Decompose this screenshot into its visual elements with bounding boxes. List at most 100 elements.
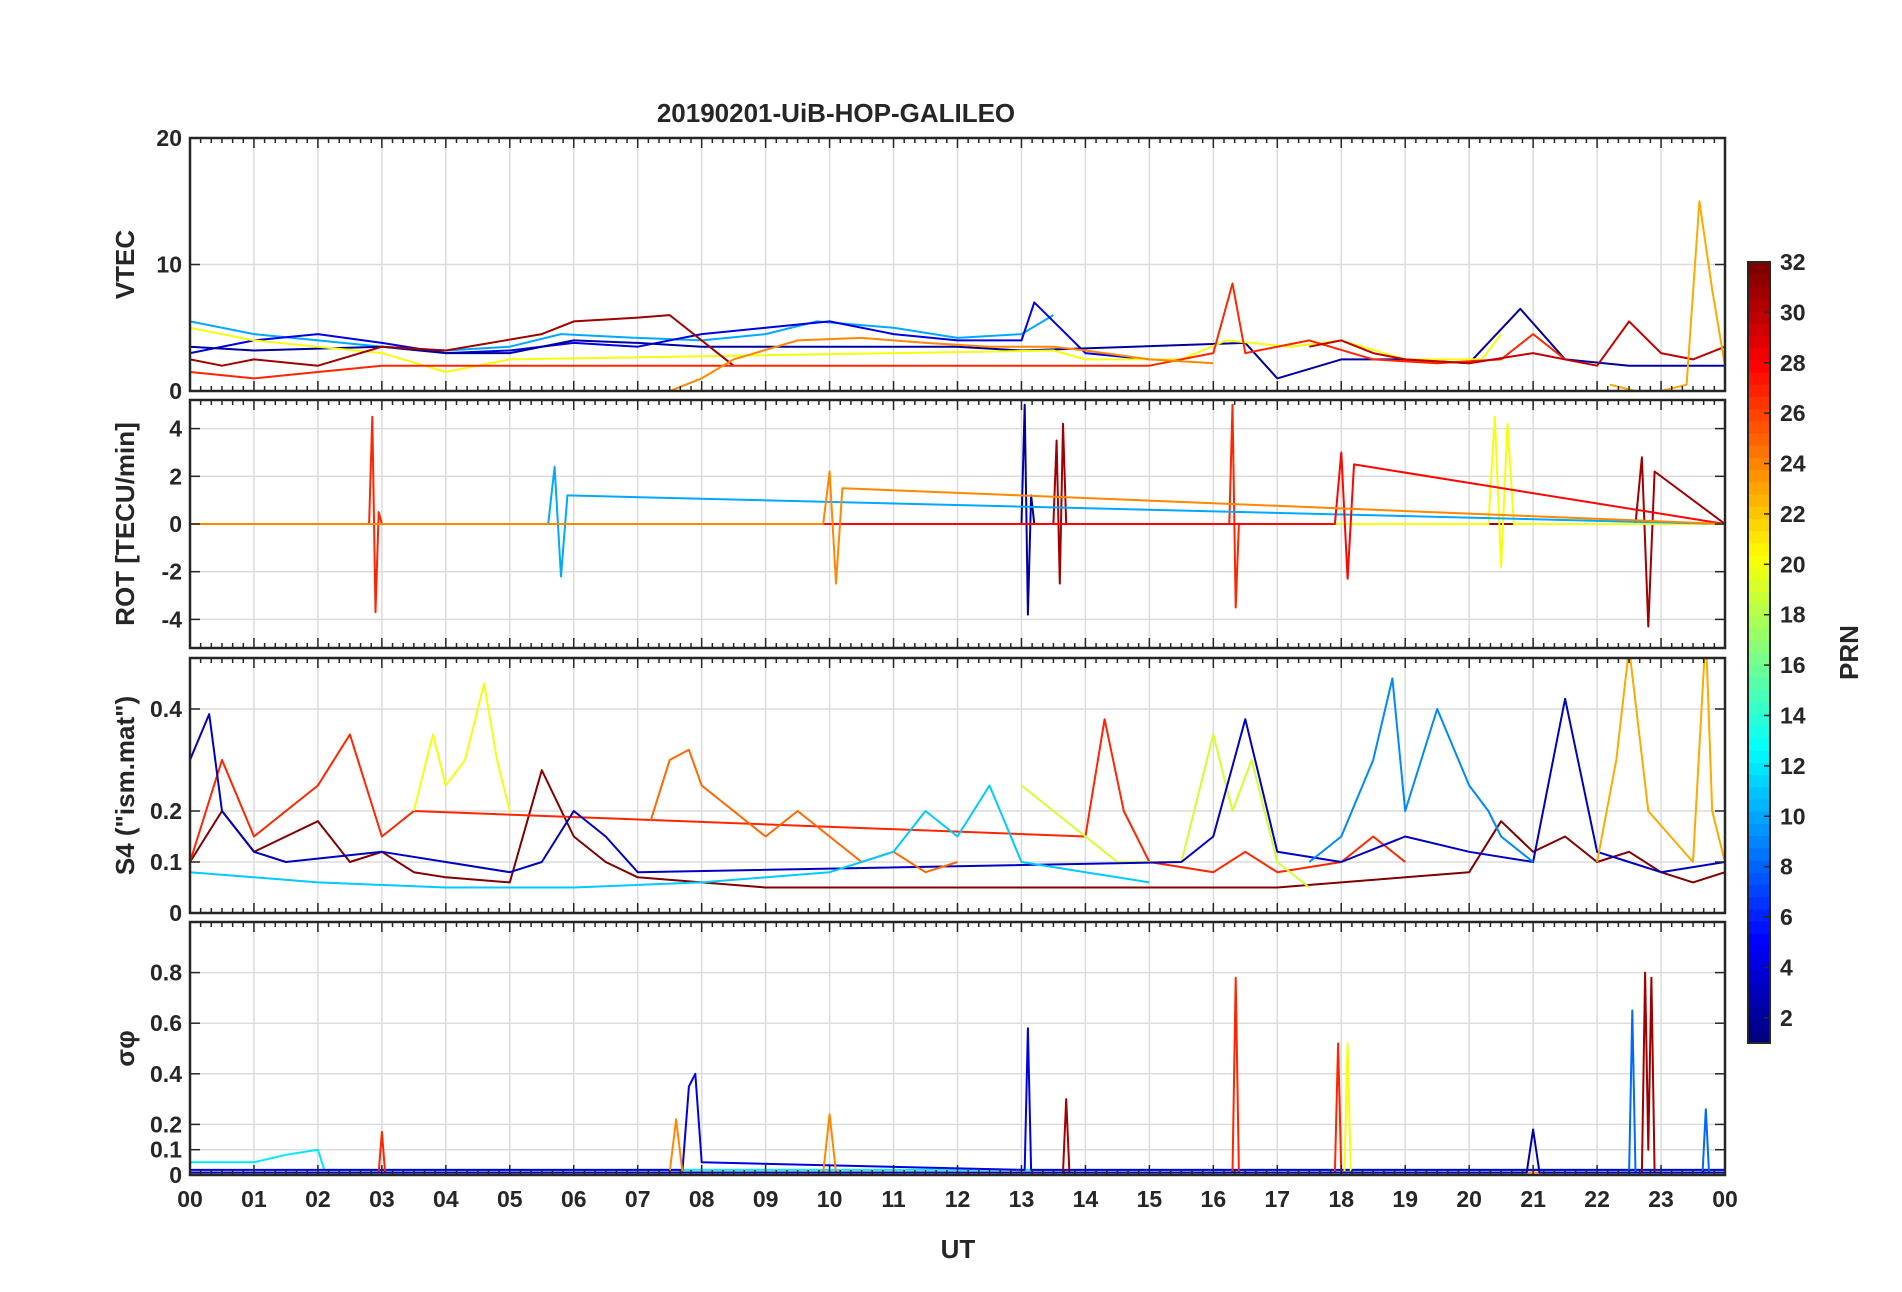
colorbar-segment bbox=[1748, 286, 1770, 300]
chart-title: 20190201-UiB-HOP-GALILEO bbox=[657, 98, 1015, 128]
colorbar-tick-label: 2 bbox=[1780, 1005, 1793, 1031]
colorbar-segment bbox=[1748, 628, 1770, 641]
y-tick-label: 10 bbox=[156, 252, 182, 278]
panel-0: 0 10 20 VTEC bbox=[110, 125, 1727, 404]
series-line-prn-27 bbox=[190, 976, 1725, 1174]
y-axis-label: σφ bbox=[110, 1030, 140, 1066]
x-tick-label: 16 bbox=[1201, 1186, 1227, 1212]
colorbar-segment bbox=[1748, 396, 1770, 410]
colorbar-segment bbox=[1748, 554, 1770, 568]
colorbar-segment bbox=[1748, 994, 1770, 1007]
colorbar-tick-label: 4 bbox=[1780, 954, 1793, 980]
colorbar-tick-label: 6 bbox=[1780, 904, 1793, 930]
colorbar-segment bbox=[1748, 945, 1770, 959]
colorbar-tick-label: 18 bbox=[1780, 602, 1806, 628]
series-line-prn-9 bbox=[1308, 677, 1534, 863]
series-group bbox=[190, 200, 1725, 391]
colorbar-label: PRN bbox=[1834, 625, 1864, 680]
colorbar-segment bbox=[1748, 786, 1770, 800]
colorbar-tick-label: 28 bbox=[1780, 350, 1806, 376]
colorbar-segment bbox=[1748, 567, 1770, 580]
series-line-prn-20 bbox=[412, 682, 511, 812]
colorbar-segment bbox=[1748, 823, 1770, 837]
x-tick-label: 19 bbox=[1392, 1186, 1418, 1212]
colorbar-segment bbox=[1748, 310, 1770, 324]
y-tick-label: 0.4 bbox=[150, 696, 182, 722]
series-group bbox=[190, 403, 1725, 628]
x-tick-label: 23 bbox=[1648, 1186, 1674, 1212]
colorbar-segment bbox=[1748, 652, 1770, 666]
series-line-prn-30 bbox=[1309, 320, 1725, 367]
colorbar-frame bbox=[1747, 261, 1771, 1044]
x-axis-label: UT bbox=[941, 1234, 976, 1264]
colorbar-segment bbox=[1748, 676, 1770, 690]
panel-3: 00.10.2 0.4 0.6 0.8 σφ 00 01 02 03 04 05 06 07 08 09 10… bbox=[110, 920, 1738, 1212]
x-tick-label: 18 bbox=[1328, 1186, 1354, 1212]
colorbar-segment bbox=[1748, 481, 1770, 495]
colorbar-segment bbox=[1748, 469, 1770, 483]
colorbar-segment bbox=[1748, 298, 1770, 312]
colorbar-segment bbox=[1748, 274, 1770, 288]
y-tick-label: 0.1 bbox=[150, 1137, 182, 1163]
colorbar-tick-label: 8 bbox=[1780, 854, 1793, 880]
colorbar-tick-label: 20 bbox=[1780, 551, 1806, 577]
x-tick-label: 12 bbox=[945, 1186, 971, 1212]
colorbar-segment bbox=[1748, 432, 1770, 446]
y-tick-label: 0 bbox=[169, 1162, 182, 1188]
series-line-prn-23 bbox=[1596, 658, 1725, 863]
x-tick-label: 08 bbox=[689, 1186, 715, 1212]
x-tick-label: 00 bbox=[177, 1186, 203, 1212]
panel-2: 0 0.1 0.2 0.4 S4 ("ism.mat") bbox=[110, 656, 1727, 926]
series-line-prn-28 bbox=[190, 451, 1725, 580]
series-line-prn-3 bbox=[190, 697, 1725, 874]
colorbar-tick-label: 26 bbox=[1780, 400, 1806, 426]
y-axis-label: ROT [TECU/min] bbox=[110, 422, 140, 626]
series-group bbox=[190, 971, 1725, 1174]
y-tick-label: 0.4 bbox=[150, 1061, 182, 1087]
colorbar-tick-label: 24 bbox=[1780, 451, 1806, 477]
series-line-prn-10 bbox=[190, 314, 1054, 352]
colorbar-segment bbox=[1748, 1006, 1770, 1020]
colorbar-segment bbox=[1748, 347, 1770, 361]
series-line-prn-20 bbox=[190, 326, 1502, 373]
colorbar-segment bbox=[1748, 408, 1770, 422]
colorbar-segment bbox=[1748, 933, 1770, 946]
colorbar-tick-label: 30 bbox=[1780, 299, 1806, 325]
series-line-prn-19 bbox=[1020, 733, 1310, 889]
y-tick-label: 20 bbox=[156, 125, 182, 151]
y-tick-label: 0 bbox=[169, 900, 182, 926]
colorbar-segment bbox=[1748, 493, 1770, 507]
colorbar-segment bbox=[1748, 579, 1770, 593]
x-tick-label: 10 bbox=[817, 1186, 843, 1212]
x-tick-label: 20 bbox=[1456, 1186, 1482, 1212]
series-line-prn-31 bbox=[190, 314, 735, 367]
y-tick-label: 0.2 bbox=[150, 1111, 182, 1137]
colorbar-segment bbox=[1748, 969, 1770, 983]
colorbar-segment bbox=[1748, 713, 1770, 727]
colorbar-segment bbox=[1748, 262, 1770, 275]
colorbar-tick-label: 16 bbox=[1780, 652, 1806, 678]
x-tick-label: 15 bbox=[1137, 1186, 1163, 1212]
colorbar-segment bbox=[1748, 725, 1770, 739]
colorbar-segment bbox=[1748, 457, 1770, 471]
colorbar-segment bbox=[1748, 1018, 1770, 1032]
colorbar-segment bbox=[1748, 591, 1770, 605]
series-line-prn-4 bbox=[190, 301, 1150, 361]
colorbar-segment bbox=[1748, 957, 1770, 971]
y-axis-label: S4 ("ism.mat") bbox=[110, 696, 140, 875]
x-tick-label: 13 bbox=[1009, 1186, 1035, 1212]
x-tick-label: 00 bbox=[1712, 1186, 1738, 1212]
colorbar-tick-label: 14 bbox=[1780, 702, 1806, 728]
x-tick-label: 09 bbox=[753, 1186, 779, 1212]
colorbar-segment bbox=[1748, 603, 1770, 617]
y-tick-label: 0 bbox=[169, 511, 182, 537]
y-tick-label: 0.2 bbox=[150, 798, 182, 824]
colorbar-segment bbox=[1748, 640, 1770, 654]
colorbar-segment bbox=[1748, 518, 1770, 532]
colorbar-segment bbox=[1748, 884, 1770, 898]
colorbar-segment bbox=[1748, 323, 1770, 336]
x-tick-label: 05 bbox=[497, 1186, 523, 1212]
series-line-prn-4 bbox=[190, 1027, 1725, 1171]
colorbar-segment bbox=[1748, 506, 1770, 519]
